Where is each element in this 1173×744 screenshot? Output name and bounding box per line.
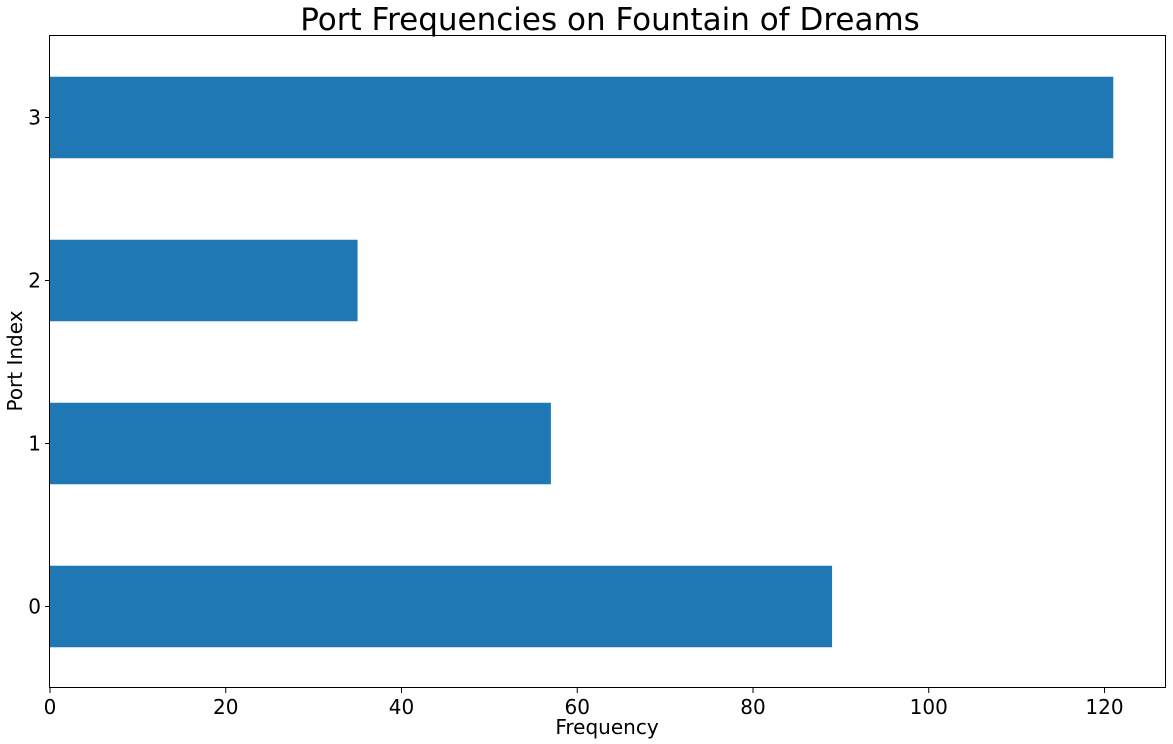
bar-port-1 — [50, 402, 551, 485]
x-tick-label: 120 — [1085, 695, 1123, 719]
x-tick-label: 100 — [910, 695, 948, 719]
x-axis-label: Frequency — [555, 715, 658, 739]
y-tick-label: 0 — [28, 595, 41, 619]
bars-group — [50, 76, 1114, 648]
chart-title: Port Frequencies on Fountain of Dreams — [300, 2, 920, 38]
y-tick-label: 3 — [28, 106, 41, 130]
y-axis-ticks: 0 1 2 3 — [28, 106, 50, 619]
bar-port-3 — [50, 76, 1114, 159]
x-tick-label: 0 — [44, 695, 57, 719]
y-tick-label: 2 — [28, 269, 41, 293]
bar-port-0 — [50, 565, 833, 648]
y-tick-label: 1 — [28, 432, 41, 456]
plot-frame — [49, 35, 1166, 688]
x-tick-label: 80 — [740, 695, 765, 719]
x-axis-ticks: 0 20 40 60 80 100 120 — [44, 688, 1124, 719]
y-axis-label: Port Index — [3, 310, 27, 411]
bar-port-2 — [50, 239, 358, 322]
x-tick-label: 60 — [565, 695, 590, 719]
x-tick-label: 40 — [389, 695, 414, 719]
x-tick-label: 20 — [213, 695, 238, 719]
